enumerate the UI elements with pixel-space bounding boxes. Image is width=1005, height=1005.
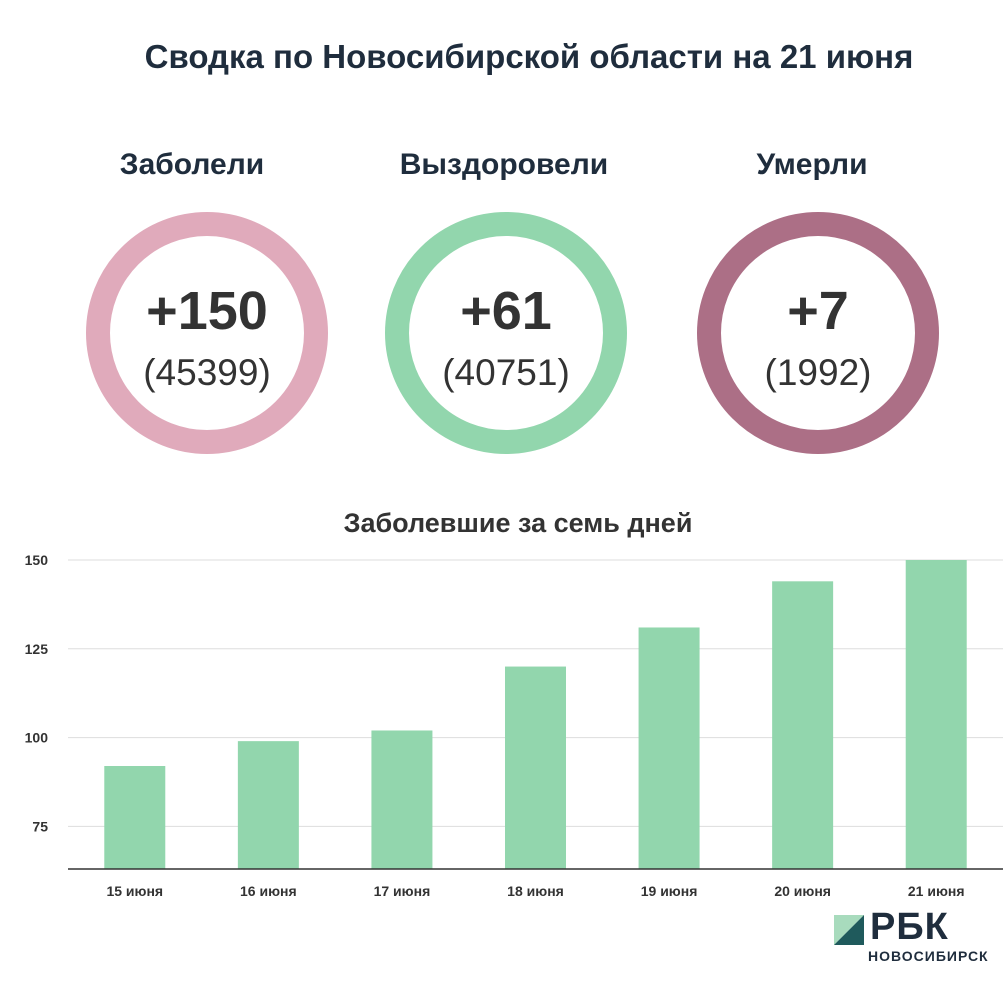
bar bbox=[905, 560, 967, 869]
x-tick-label: 20 июня bbox=[774, 883, 831, 899]
stat-delta-infected: +150 bbox=[146, 281, 268, 341]
stat-label-deaths: Умерли bbox=[756, 148, 868, 181]
x-tick-label: 16 июня bbox=[240, 883, 297, 899]
y-tick-label: 100 bbox=[25, 730, 49, 746]
rbc-logo-icon bbox=[834, 915, 864, 945]
stat-total-infected: (45399) bbox=[143, 352, 271, 393]
bar bbox=[772, 581, 834, 869]
stat-total-deaths: (1992) bbox=[764, 352, 872, 393]
bar bbox=[237, 741, 299, 869]
stat-label-infected: Заболели bbox=[119, 148, 265, 181]
page-title: Сводка по Новосибирской области на 21 ию… bbox=[144, 38, 914, 75]
rbc-logo: РБК НОВОСИБИРСК bbox=[834, 906, 1004, 972]
stat-total-recovered: (40751) bbox=[442, 352, 570, 393]
stat-ring-recovered: +61 (40751) bbox=[385, 212, 627, 454]
bar bbox=[638, 627, 700, 869]
y-tick-label: 75 bbox=[32, 818, 48, 834]
rbc-logo-text: РБК bbox=[870, 906, 949, 948]
y-tick-label: 125 bbox=[25, 641, 49, 657]
x-tick-label: 21 июня bbox=[908, 883, 965, 899]
bar bbox=[505, 666, 566, 869]
x-tick-label: 19 июня bbox=[641, 883, 698, 899]
x-tick-label: 18 июня bbox=[507, 883, 564, 899]
stat-ring-infected: +150 (45399) bbox=[86, 212, 328, 454]
chart-title: Заболевшие за семь дней bbox=[343, 508, 693, 538]
bar bbox=[371, 730, 433, 869]
stat-delta-recovered: +61 bbox=[460, 281, 552, 341]
stat-delta-deaths: +7 bbox=[787, 281, 849, 341]
y-tick-label: 150 bbox=[25, 552, 49, 568]
rbc-logo-subtitle: НОВОСИБИРСК bbox=[868, 948, 989, 964]
bar-chart: 75 100 125 150 15 июня 16 июня 17 июня 18 июня 1… bbox=[25, 552, 1003, 899]
x-tick-label: 15 июня bbox=[106, 883, 163, 899]
bar bbox=[104, 766, 166, 869]
stat-ring-deaths: +7 (1992) bbox=[697, 212, 939, 454]
stat-label-recovered: Выздоровели bbox=[399, 148, 609, 181]
x-tick-label: 17 июня bbox=[374, 883, 431, 899]
